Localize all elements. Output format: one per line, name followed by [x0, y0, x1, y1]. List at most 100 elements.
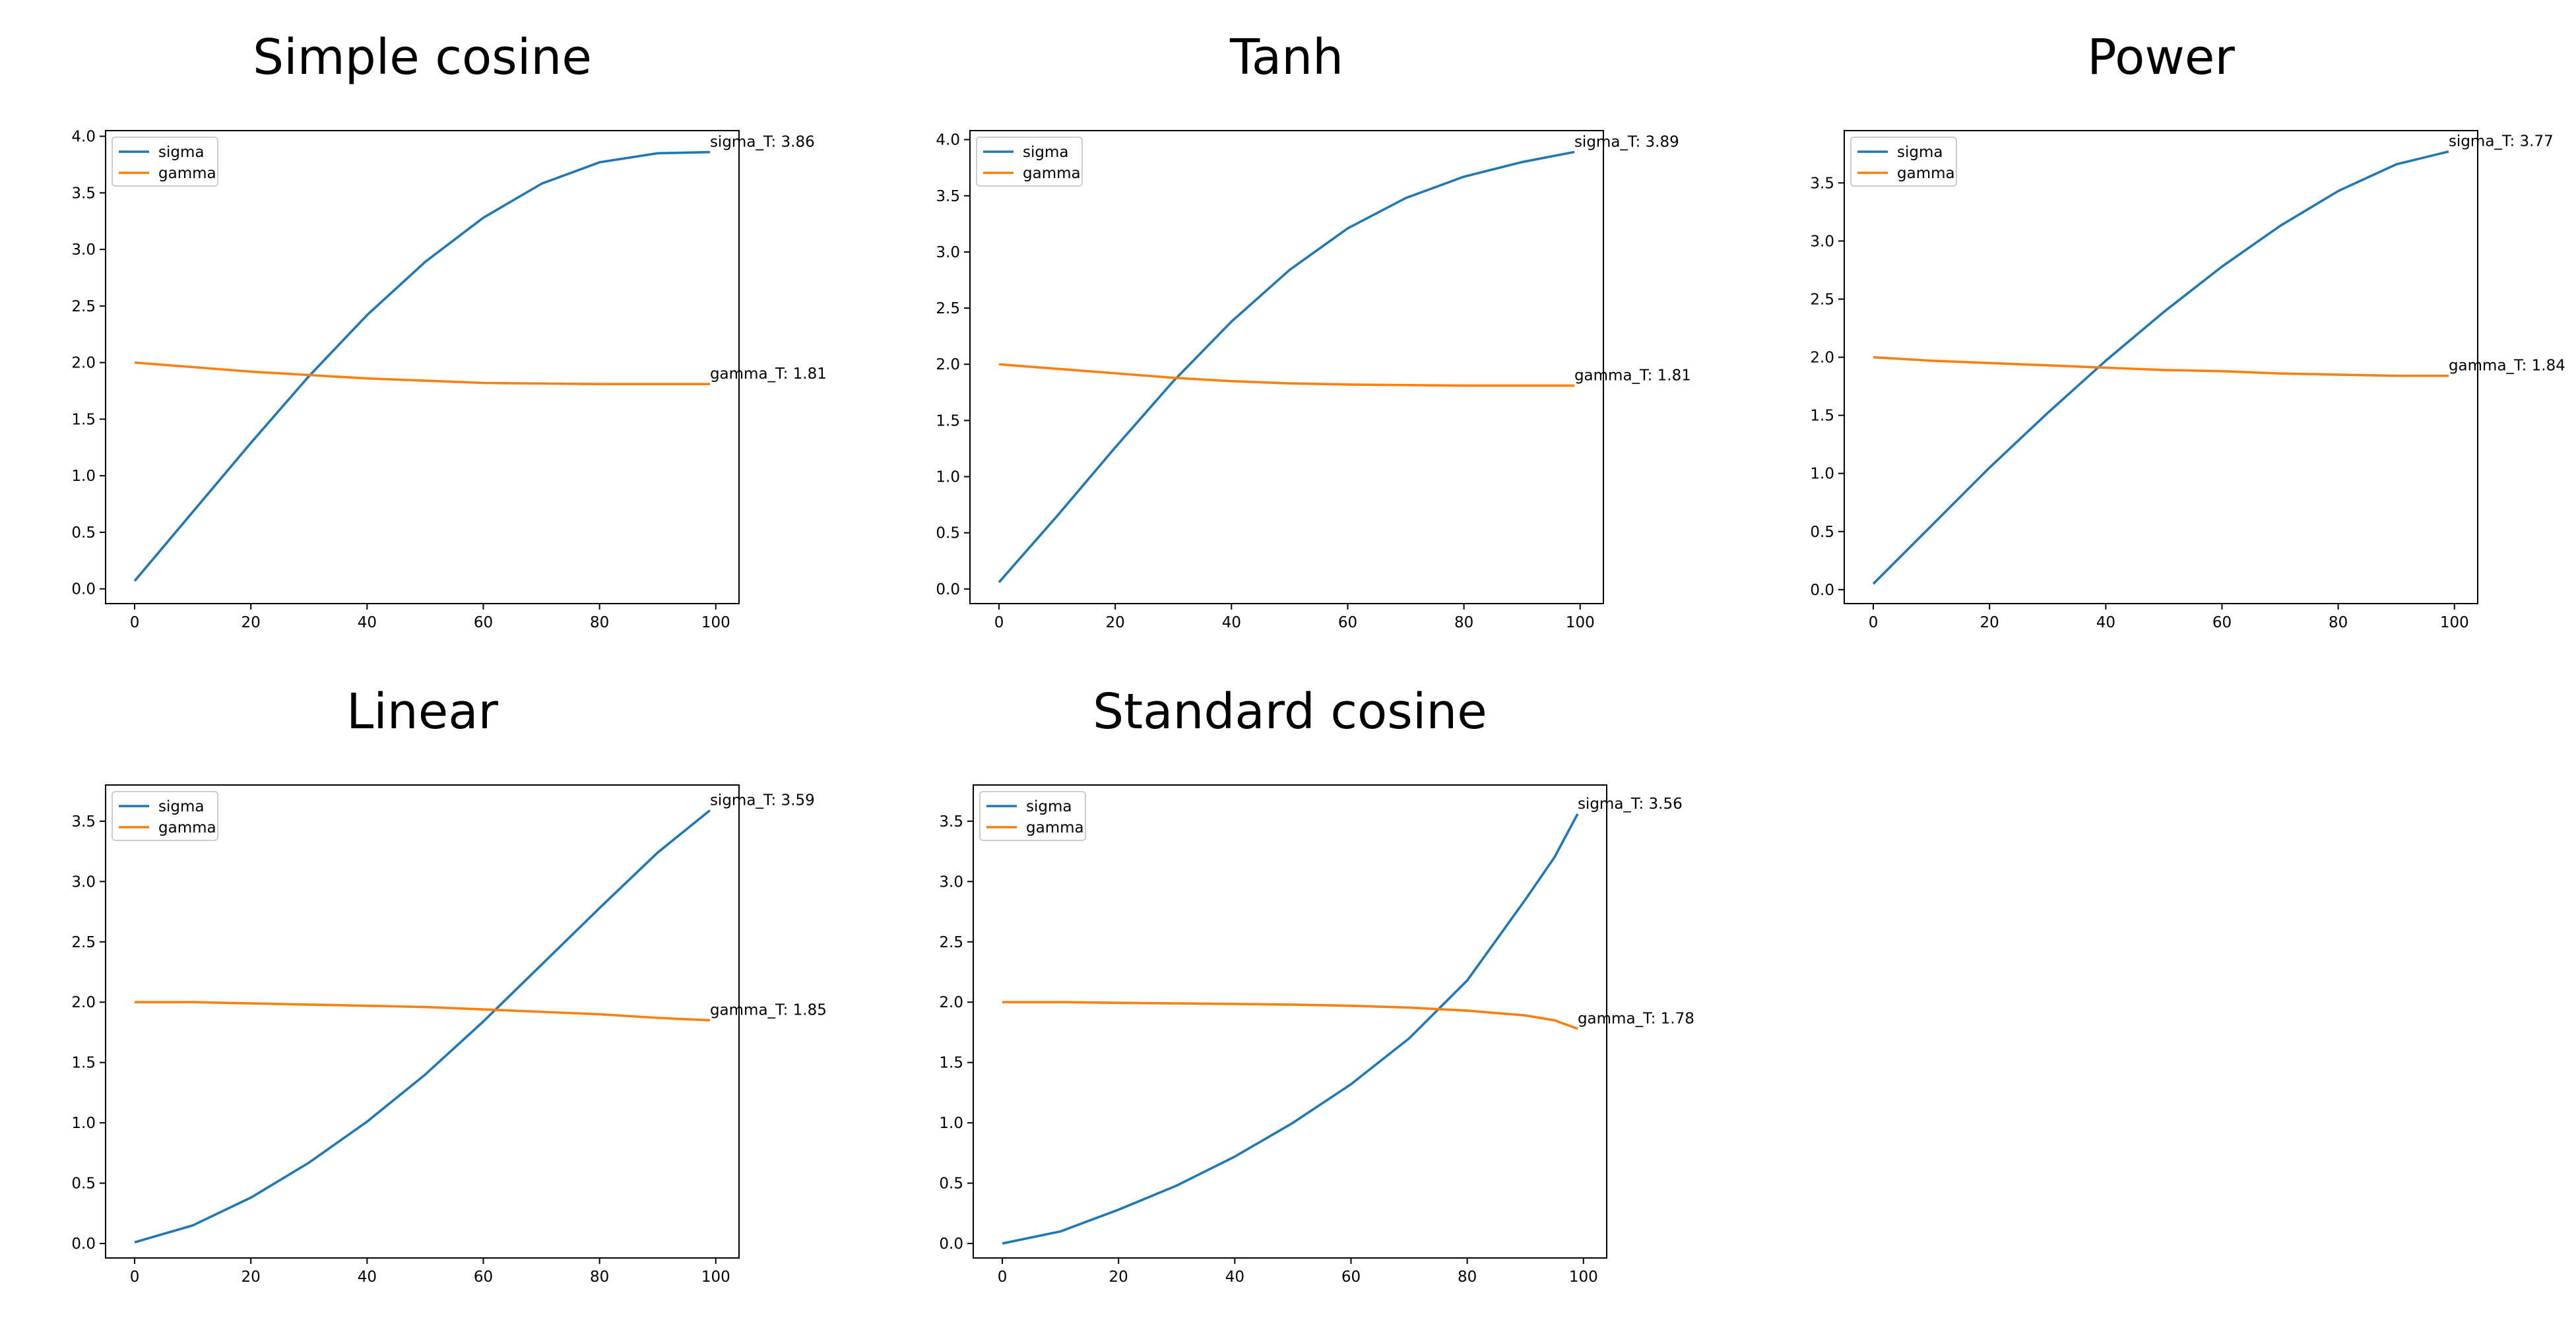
chart-title: Standard cosine — [1093, 683, 1487, 740]
y-tick-label: 2.5 — [939, 934, 963, 951]
y-tick-label: 1.5 — [71, 1055, 96, 1072]
annotation-label: sigma_T: 3.86 — [710, 134, 815, 151]
axes-frame — [105, 784, 740, 1259]
x-tick-label: 40 — [1222, 614, 1241, 631]
x-tick-label: 40 — [358, 1269, 377, 1286]
legend-label-gamma: gamma — [158, 165, 216, 182]
legend-label-gamma: gamma — [1026, 819, 1084, 836]
legend-label-sigma: sigma — [1026, 798, 1072, 815]
y-tick-label: 3.5 — [71, 185, 96, 202]
annotation-label: sigma_T: 3.59 — [710, 792, 815, 809]
axes-frame — [1844, 130, 2478, 604]
y-tick-label: 1.0 — [936, 469, 960, 486]
x-tick-label: 100 — [701, 1269, 730, 1286]
y-tick-label: 3.0 — [1810, 233, 1834, 250]
series-line-gamma — [135, 1001, 711, 1022]
x-tick-label: 100 — [701, 614, 730, 631]
y-tick-label: 2.5 — [71, 298, 96, 315]
x-tick-label: 0 — [994, 614, 1004, 631]
x-tick-label: 80 — [590, 614, 609, 631]
plot-area: 0 20 40 60 80 100 0.0 0.5 1.0 1.5 2.0 2.5 3.0 3.5 sigm… — [939, 784, 1694, 1286]
series-line-gamma — [1873, 356, 2449, 377]
annotation-label: gamma_T: 1.81 — [710, 365, 827, 383]
series-line-gamma — [1002, 1001, 1578, 1030]
x-tick-label: 100 — [1566, 614, 1595, 631]
x-tick-label: 0 — [998, 1269, 1008, 1286]
y-tick-label: 3.0 — [71, 873, 96, 891]
y-tick-label: 3.0 — [71, 241, 96, 259]
y-tick-label: 0.5 — [936, 525, 960, 542]
y-tick-label: 0.5 — [71, 1176, 96, 1193]
y-tick-label: 3.5 — [936, 188, 960, 205]
legend-label-sigma: sigma — [1897, 144, 1943, 161]
chart-title: Simple cosine — [253, 29, 592, 86]
legend-label-sigma: sigma — [158, 798, 204, 815]
legend-label-sigma: sigma — [1023, 144, 1068, 161]
x-tick-label: 20 — [242, 614, 261, 631]
y-tick-label: 0.5 — [71, 524, 96, 542]
series-line-sigma — [998, 150, 1575, 583]
axes-frame — [105, 130, 740, 604]
annotation-label: gamma_T: 1.81 — [1574, 367, 1691, 385]
annotation-label: gamma_T: 1.84 — [2449, 358, 2565, 375]
x-tick-label: 20 — [242, 1269, 261, 1286]
x-tick-label: 0 — [130, 1269, 140, 1286]
x-tick-label: 0 — [130, 614, 140, 631]
annotation-label: gamma_T: 1.78 — [1578, 1010, 1694, 1027]
y-tick-label: 2.0 — [936, 356, 960, 373]
legend-label-gamma: gamma — [1897, 165, 1955, 182]
x-tick-label: 60 — [474, 1269, 493, 1286]
y-tick-label: 2.0 — [71, 994, 96, 1011]
plot-area: 0 20 40 60 80 100 0.0 0.5 1.0 1.5 2.0 2.5 3.0 3.5 4.0 s… — [936, 130, 1691, 631]
y-tick-label: 0.0 — [1810, 582, 1834, 599]
y-tick-label: 2.5 — [71, 934, 96, 951]
chart-title: Power — [2087, 29, 2235, 86]
legend-label-gamma: gamma — [158, 819, 216, 836]
legend: sigma gamma — [112, 137, 218, 187]
y-tick-label: 4.0 — [936, 132, 960, 149]
axes-frame — [973, 784, 1607, 1259]
y-tick-label: 1.0 — [71, 468, 96, 485]
x-tick-label: 40 — [358, 614, 377, 631]
y-tick-label: 2.0 — [1810, 350, 1834, 367]
x-tick-label: 0 — [1869, 614, 1879, 631]
series-line-sigma — [1872, 150, 2449, 585]
y-tick-label: 2.5 — [1810, 291, 1834, 308]
y-tick-label: 4.0 — [71, 129, 96, 146]
y-tick-label: 3.0 — [939, 873, 963, 891]
y-tick-label: 1.0 — [939, 1115, 963, 1132]
x-tick-label: 20 — [1106, 614, 1125, 631]
legend: sigma gamma — [112, 791, 218, 841]
y-tick-label: 3.5 — [71, 813, 96, 831]
y-tick-label: 1.0 — [71, 1115, 96, 1132]
legend: sigma gamma — [979, 791, 1086, 841]
x-tick-label: 40 — [1225, 1269, 1244, 1286]
x-tick-label: 80 — [590, 1269, 609, 1286]
x-tick-label: 80 — [1454, 614, 1473, 631]
y-tick-label: 0.0 — [71, 1236, 96, 1253]
series-line-gamma — [998, 363, 1574, 387]
plot-area: 0 20 40 60 80 100 0.0 0.5 1.0 1.5 2.0 2.5 3.0 3.5 sigm… — [71, 784, 827, 1286]
x-tick-label: 40 — [2096, 614, 2115, 631]
y-tick-label: 3.5 — [1810, 175, 1834, 192]
x-tick-label: 20 — [1109, 1269, 1128, 1286]
x-tick-label: 60 — [474, 614, 493, 631]
y-tick-label: 2.0 — [71, 355, 96, 372]
y-tick-label: 1.5 — [1810, 408, 1834, 425]
y-tick-label: 0.5 — [1810, 524, 1834, 541]
chart-title: Linear — [346, 683, 498, 740]
axes-frame — [969, 130, 1604, 604]
y-tick-label: 2.5 — [936, 300, 960, 317]
x-tick-label: 100 — [2440, 614, 2469, 631]
annotation-label: gamma_T: 1.85 — [710, 1002, 827, 1019]
series-line-sigma — [1002, 813, 1579, 1245]
chart-title: Tanh — [1229, 29, 1344, 86]
series-line-sigma — [133, 150, 710, 582]
x-tick-label: 60 — [1338, 614, 1357, 631]
series-line-gamma — [134, 361, 710, 386]
x-tick-label: 80 — [1458, 1269, 1477, 1286]
plot-area: 0 20 40 60 80 100 0.0 0.5 1.0 1.5 2.0 2.5 3.0 3.5 4.0 s… — [71, 129, 826, 631]
annotation-label: sigma_T: 3.56 — [1578, 796, 1683, 813]
annotation-label: sigma_T: 3.77 — [2449, 133, 2554, 150]
